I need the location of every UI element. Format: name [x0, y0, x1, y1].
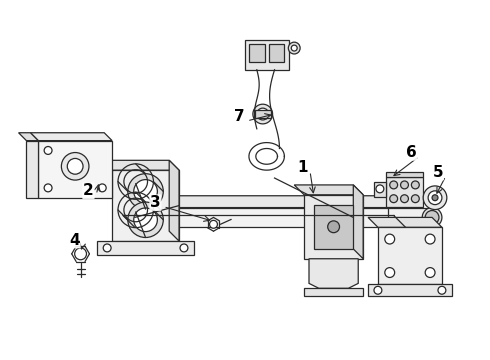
Text: 1: 1 [297, 160, 307, 175]
Circle shape [425, 234, 435, 244]
Polygon shape [98, 241, 194, 255]
Polygon shape [368, 284, 452, 296]
Circle shape [385, 267, 394, 278]
Circle shape [61, 153, 89, 180]
Circle shape [253, 104, 272, 124]
Circle shape [425, 211, 439, 224]
Circle shape [134, 208, 157, 231]
Circle shape [44, 147, 52, 154]
Circle shape [400, 195, 409, 203]
Polygon shape [378, 227, 442, 284]
Polygon shape [26, 141, 38, 198]
Circle shape [328, 221, 340, 233]
Circle shape [412, 195, 419, 203]
Circle shape [390, 195, 397, 203]
Circle shape [400, 181, 409, 189]
Text: 4: 4 [70, 233, 80, 248]
Polygon shape [374, 182, 386, 197]
Circle shape [422, 208, 442, 227]
Polygon shape [386, 172, 423, 177]
Circle shape [438, 286, 446, 294]
Circle shape [291, 45, 297, 51]
Circle shape [128, 174, 163, 209]
Polygon shape [30, 133, 112, 141]
Polygon shape [169, 160, 179, 241]
Circle shape [432, 195, 438, 201]
Circle shape [423, 186, 447, 210]
Circle shape [67, 158, 83, 174]
Circle shape [257, 108, 269, 120]
Circle shape [428, 191, 442, 204]
Circle shape [390, 181, 397, 189]
Polygon shape [386, 177, 423, 207]
Text: 7: 7 [234, 109, 245, 125]
Polygon shape [102, 160, 179, 170]
Circle shape [134, 180, 157, 203]
Polygon shape [368, 217, 442, 227]
Circle shape [98, 184, 106, 192]
Polygon shape [314, 204, 353, 249]
Polygon shape [255, 110, 270, 118]
Circle shape [374, 286, 382, 294]
Circle shape [385, 234, 394, 244]
Polygon shape [304, 195, 363, 259]
Polygon shape [388, 208, 432, 227]
Circle shape [376, 185, 384, 193]
Circle shape [425, 267, 435, 278]
Polygon shape [245, 40, 289, 70]
Circle shape [180, 244, 188, 252]
Polygon shape [38, 141, 112, 198]
Circle shape [412, 181, 419, 189]
Text: 2: 2 [83, 183, 94, 198]
Polygon shape [294, 185, 363, 195]
Polygon shape [353, 185, 363, 259]
Circle shape [74, 248, 86, 260]
Polygon shape [304, 288, 363, 296]
Polygon shape [135, 208, 406, 227]
Polygon shape [269, 44, 284, 62]
Text: 5: 5 [433, 165, 443, 180]
Text: 3: 3 [150, 195, 161, 210]
Polygon shape [19, 133, 38, 141]
Polygon shape [249, 44, 265, 62]
Circle shape [288, 42, 300, 54]
Circle shape [210, 220, 218, 228]
Polygon shape [309, 259, 358, 288]
Polygon shape [112, 170, 179, 241]
Circle shape [103, 244, 111, 252]
Circle shape [128, 202, 163, 238]
Text: 6: 6 [406, 145, 417, 160]
Circle shape [44, 184, 52, 192]
Polygon shape [123, 196, 406, 208]
